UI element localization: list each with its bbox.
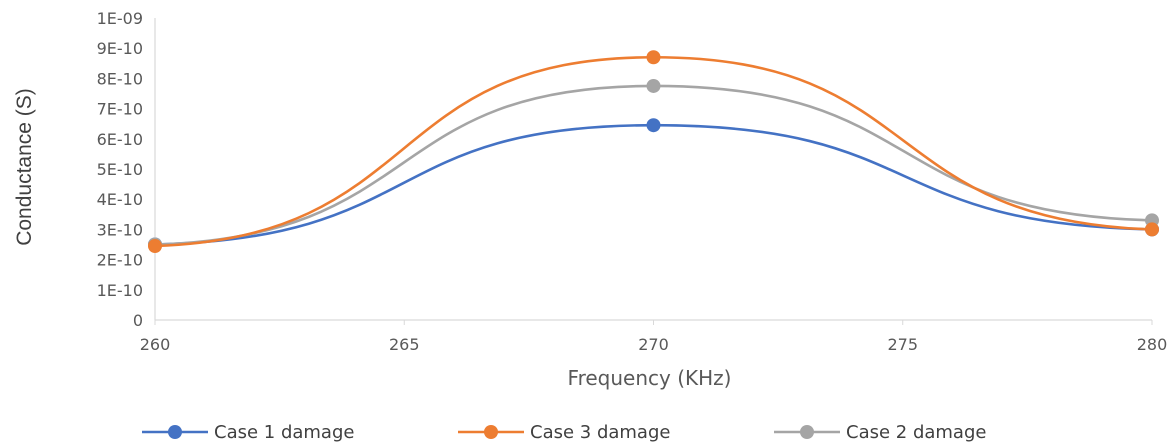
data-point (148, 239, 162, 254)
legend-item-case-1-damage: Case 1 damage (142, 422, 354, 443)
series-case-3-damage (148, 50, 1159, 254)
data-point (646, 78, 661, 93)
legend-marker (168, 425, 182, 439)
legend-label: Case 3 damage (530, 422, 670, 443)
y-tick-label: 8E-10 (97, 69, 143, 88)
legend-marker (484, 425, 498, 439)
x-tick-label: 265 (389, 335, 420, 354)
y-tick-label: 7E-10 (97, 100, 143, 119)
legend: Case 1 damage Case 3 damage Case 2 damage (142, 422, 986, 443)
data-point (1145, 222, 1159, 237)
y-tick-label: 4E-10 (97, 190, 143, 209)
data-point (646, 50, 661, 65)
legend-item-case-2-damage: Case 2 damage (774, 422, 986, 443)
x-axis-title: Frequency (KHz) (568, 366, 732, 390)
series-case-1-damage (148, 118, 1159, 252)
plot-series (148, 50, 1159, 254)
data-point (646, 118, 661, 133)
x-tick-label: 280 (1137, 335, 1168, 354)
series-line (153, 84, 1154, 246)
y-tick-label: 1E-10 (97, 281, 143, 300)
y-tick-label: 6E-10 (97, 130, 143, 149)
y-tick-label: 2E-10 (97, 251, 143, 270)
legend-item-case-3-damage: Case 3 damage (458, 422, 670, 443)
y-tick-label: 3E-10 (97, 220, 143, 239)
y-tick-label: 1E-09 (97, 9, 143, 28)
x-tick-label: 275 (887, 335, 918, 354)
y-axis-title: Conductance (S) (13, 88, 36, 246)
legend-marker (800, 425, 814, 439)
y-tick-label: 0 (133, 311, 143, 330)
axes: 0 1E-10 2E-10 3E-10 4E-10 5E-10 6E-10 7E-10 8E-1… (97, 9, 1168, 354)
x-tick-label: 270 (638, 335, 669, 354)
x-tick-label: 260 (140, 335, 171, 354)
y-tick-label: 5E-10 (97, 160, 143, 179)
legend-label: Case 2 damage (846, 422, 986, 443)
legend-label: Case 1 damage (214, 422, 354, 443)
axis-labels: Frequency (KHz) Conductance (S) (13, 88, 731, 390)
series-line (153, 123, 1154, 246)
y-tick-label: 9E-10 (97, 39, 143, 58)
